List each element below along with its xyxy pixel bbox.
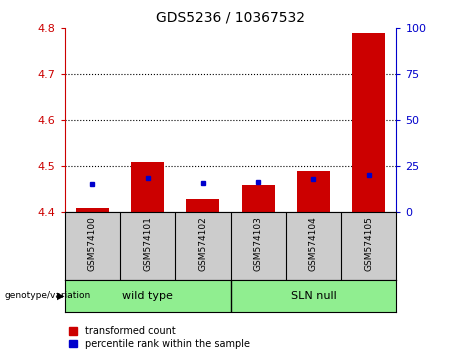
Text: GSM574103: GSM574103 bbox=[254, 216, 263, 271]
Title: GDS5236 / 10367532: GDS5236 / 10367532 bbox=[156, 10, 305, 24]
Bar bbox=[297, 171, 330, 212]
Bar bbox=[186, 199, 219, 212]
Legend: transformed count, percentile rank within the sample: transformed count, percentile rank withi… bbox=[70, 326, 250, 349]
Bar bbox=[131, 162, 164, 212]
Text: GSM574101: GSM574101 bbox=[143, 216, 152, 271]
Text: ▶: ▶ bbox=[57, 291, 65, 301]
Bar bbox=[352, 33, 385, 212]
Text: GSM574104: GSM574104 bbox=[309, 216, 318, 270]
Bar bbox=[76, 208, 109, 212]
Text: GSM574105: GSM574105 bbox=[364, 216, 373, 271]
Text: SLN null: SLN null bbox=[290, 291, 337, 301]
Text: genotype/variation: genotype/variation bbox=[5, 291, 91, 300]
Bar bbox=[242, 185, 275, 212]
Text: GSM574100: GSM574100 bbox=[88, 216, 97, 271]
Text: wild type: wild type bbox=[122, 291, 173, 301]
Text: GSM574102: GSM574102 bbox=[198, 216, 207, 270]
